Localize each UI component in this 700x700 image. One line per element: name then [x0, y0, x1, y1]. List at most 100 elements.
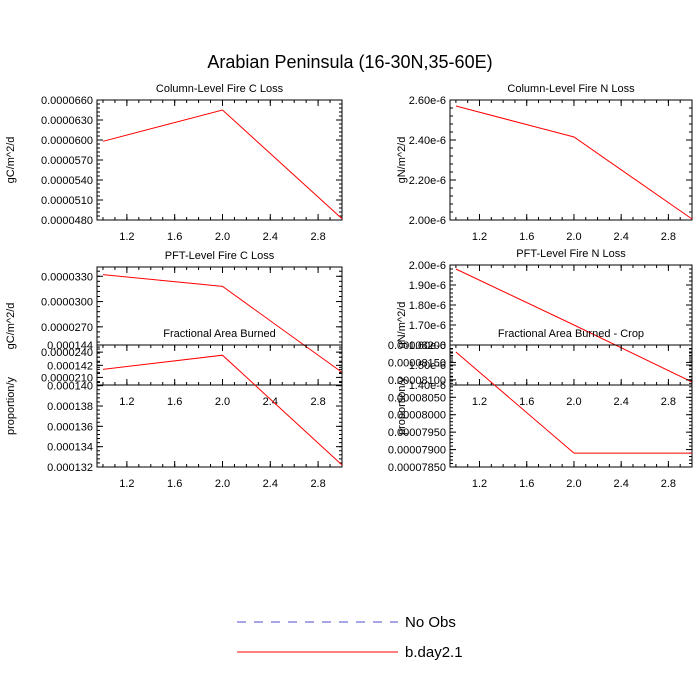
x-tick-label: 2.8 — [310, 231, 325, 243]
x-tick-label: 2.0 — [215, 231, 230, 243]
x-tick-label: 1.6 — [167, 231, 182, 243]
x-tick-label: 2.4 — [614, 396, 629, 408]
x-tick-label: 2.8 — [661, 478, 676, 490]
x-tick-label: 1.6 — [519, 231, 534, 243]
y-tick-label: 0.000136 — [47, 421, 93, 433]
series-line-b.day2.1 — [102, 109, 343, 220]
y-tick-label: 1.50e-6 — [409, 360, 446, 372]
y-tick-label: 2.20e-6 — [409, 175, 446, 187]
x-tick-label: 2.0 — [566, 478, 581, 490]
x-tick-label: 2.4 — [263, 478, 278, 490]
y-tick-label: 0.000142 — [47, 360, 93, 372]
y-tick-label: 2.00e-6 — [409, 260, 446, 272]
series-line-b.day2.1 — [102, 354, 343, 466]
y-tick-label: 0.0000480 — [41, 215, 93, 227]
y-tick-label: 0.0000330 — [41, 271, 93, 283]
series-line-b.day2.1 — [455, 105, 693, 220]
x-tick-label: 2.8 — [661, 231, 676, 243]
y-tick-label: 0.00007850 — [388, 462, 446, 474]
y-tick-label: 0.0000210 — [41, 372, 93, 384]
figure-title: Arabian Peninsula (16-30N,35-60E) — [207, 52, 492, 72]
y-tick-label: 0.00007950 — [388, 427, 446, 439]
y-axis-label: gC/m^2/d — [5, 137, 17, 184]
x-tick-label: 2.4 — [614, 478, 629, 490]
y-tick-label: 0.0000300 — [41, 297, 93, 309]
y-tick-label: 0.000144 — [47, 340, 93, 352]
panel-3: PFT-Level Fire C Loss 1.2 1.6 2.0 2.4 2.8 0.00… — [5, 250, 343, 408]
y-tick-label: 0.0000240 — [41, 347, 93, 359]
panel-title: PFT-Level Fire N Loss — [516, 248, 626, 260]
panel-6: Fractional Area Burned - Crop 1.2 1.6 2.0 2.… — [388, 328, 693, 490]
y-axis-label: proportion/y — [5, 376, 17, 435]
y-tick-label: 0.00008000 — [388, 410, 446, 422]
series-line-b.day2.1 — [455, 351, 692, 454]
y-axis-label: gC/m^2/d — [5, 303, 17, 350]
x-tick-label: 1.2 — [472, 396, 487, 408]
panel-title: Column-Level Fire C Loss — [156, 83, 284, 95]
y-tick-label: 2.00e-6 — [409, 215, 446, 227]
x-tick-label: 2.0 — [566, 396, 581, 408]
x-tick-label: 2.0 — [215, 396, 230, 408]
panels: Column-Level Fire C Loss 1.2 1.6 2.0 2.4 2.8 0… — [5, 83, 693, 490]
x-tick-label: 1.2 — [119, 231, 134, 243]
y-tick-label: 0.0000630 — [41, 115, 93, 127]
panel-1: Column-Level Fire C Loss 1.2 1.6 2.0 2.4 2.8 0… — [5, 83, 343, 243]
x-tick-label: 1.6 — [167, 396, 182, 408]
x-tick-label: 1.2 — [119, 478, 134, 490]
series-line-b.day2.1 — [455, 268, 693, 383]
y-tick-label: 0.0000660 — [41, 95, 93, 107]
y-axis-label: proportion/y — [396, 376, 408, 435]
y-tick-label: 0.0000510 — [41, 195, 93, 207]
x-tick-label: 1.6 — [519, 478, 534, 490]
x-tick-label: 1.2 — [472, 478, 487, 490]
y-tick-label: 1.80e-6 — [409, 300, 446, 312]
panel-2: Column-Level Fire N Loss 1.2 1.6 2.0 2.4 2.8 2… — [396, 83, 693, 243]
x-tick-label: 2.8 — [661, 396, 676, 408]
panel-title: Fractional Area Burned - Crop — [498, 328, 644, 340]
y-tick-label: 0.00008200 — [388, 340, 446, 352]
y-tick-label: 0.0000570 — [41, 155, 93, 167]
x-tick-label: 2.0 — [215, 478, 230, 490]
y-tick-label: 1.40e-6 — [409, 380, 446, 392]
plot-frame — [449, 344, 693, 468]
y-tick-label: 2.40e-6 — [409, 135, 446, 147]
y-tick-label: 0.000132 — [47, 462, 93, 474]
x-tick-label: 1.2 — [472, 231, 487, 243]
y-tick-label: 0.000138 — [47, 401, 93, 413]
plot-frame — [96, 266, 343, 386]
x-tick-label: 2.4 — [263, 396, 278, 408]
y-tick-label: 0.0000540 — [41, 175, 93, 187]
y-tick-label: 0.000140 — [47, 381, 93, 393]
panel-title: Fractional Area Burned — [163, 328, 276, 340]
x-tick-label: 2.4 — [614, 231, 629, 243]
y-axis-label: gN/m^2/d — [396, 302, 408, 349]
x-tick-label: 2.0 — [566, 231, 581, 243]
legend: No Obs b.day2.1 — [237, 614, 463, 661]
x-tick-label: 1.2 — [119, 396, 134, 408]
x-tick-label: 2.4 — [263, 231, 278, 243]
y-tick-label: 1.90e-6 — [409, 280, 446, 292]
y-tick-label: 0.00008150 — [388, 357, 446, 369]
x-tick-label: 2.8 — [310, 396, 325, 408]
series-line-b.day2.1 — [102, 274, 343, 373]
x-tick-label: 1.6 — [167, 478, 182, 490]
y-axis-label: gN/m^2/d — [396, 137, 408, 184]
legend-label-2: b.day2.1 — [405, 644, 463, 661]
plot-frame — [96, 99, 343, 221]
y-tick-label: 1.60e-6 — [409, 340, 446, 352]
panel-5: Fractional Area Burned 1.2 1.6 2.0 2.4 2.8 0.0… — [5, 328, 343, 490]
y-tick-label: 0.000134 — [47, 442, 93, 454]
panel-title: Column-Level Fire N Loss — [507, 83, 635, 95]
y-tick-label: 1.70e-6 — [409, 320, 446, 332]
y-tick-label: 2.60e-6 — [409, 95, 446, 107]
plot-frame — [449, 99, 693, 221]
y-tick-label: 0.00008100 — [388, 375, 446, 387]
y-tick-label: 0.00008050 — [388, 392, 446, 404]
x-tick-label: 2.8 — [310, 478, 325, 490]
panel-title: PFT-Level Fire C Loss — [165, 250, 275, 262]
y-tick-label: 0.0000270 — [41, 322, 93, 334]
x-tick-label: 1.6 — [519, 396, 534, 408]
panel-4: PFT-Level Fire N Loss 1.2 1.6 2.0 2.4 2.8 1.40… — [396, 248, 693, 408]
legend-label-1: No Obs — [405, 614, 456, 631]
